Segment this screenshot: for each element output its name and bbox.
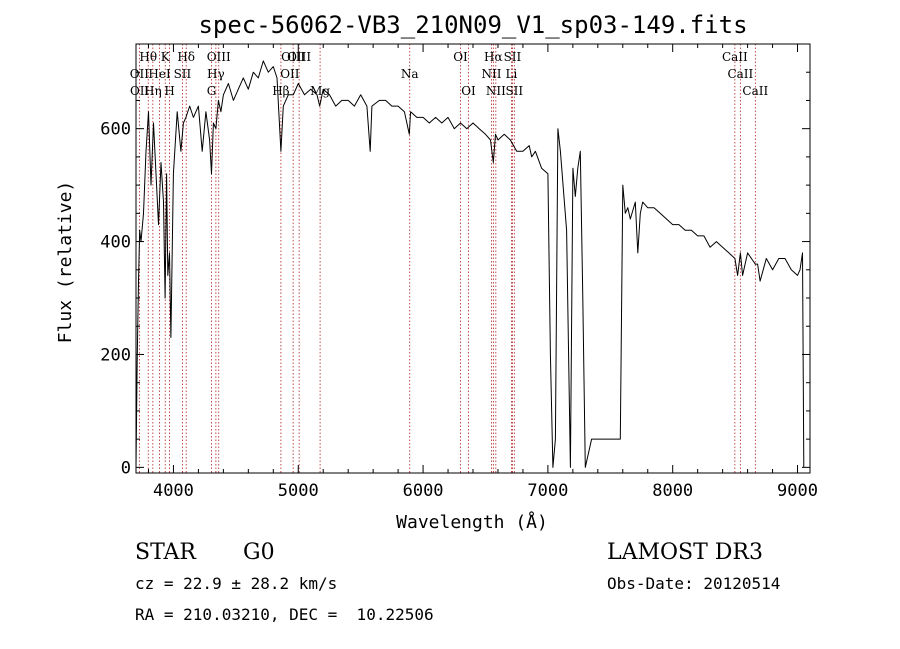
- survey-label: LAMOST DR3: [607, 540, 763, 565]
- x-tick-label: 7000: [527, 481, 568, 501]
- line-label: CaII: [722, 50, 748, 64]
- line-label: OII: [130, 84, 150, 98]
- line-label: OIII: [287, 50, 311, 64]
- line-label: Hδ: [177, 50, 195, 64]
- redshift-text: cz = 22.9 ± 28.2 km/s: [135, 574, 337, 593]
- y-tick-label: 400: [100, 233, 131, 253]
- line-label: OIII: [207, 50, 231, 64]
- line-label: Hγ: [207, 67, 225, 81]
- line-label: Li: [506, 67, 518, 81]
- subclass-label: G0: [243, 540, 275, 565]
- spectrum-line: [135, 60, 805, 468]
- line-label: Hθ: [139, 50, 157, 64]
- radec-text: RA = 210.03210, DEC = 10.22506: [135, 605, 434, 624]
- x-tick-label: 9000: [777, 481, 818, 501]
- spectrum-series: [135, 60, 805, 468]
- x-tick-label: 8000: [652, 481, 693, 501]
- x-tick-label: 5000: [278, 481, 319, 501]
- line-label: OI: [453, 50, 468, 64]
- y-tick-label: 200: [100, 345, 131, 365]
- line-label: Hβ: [272, 84, 289, 98]
- line-label: CaII: [742, 84, 768, 98]
- line-label: OII: [130, 67, 150, 81]
- line-label: OIII: [281, 50, 305, 64]
- axis-ticks: 4000 5000 6000 7000 8000 9000 0 200 400 600: [100, 44, 818, 501]
- y-axis-label: Flux (relative): [55, 181, 76, 344]
- line-label: OI: [461, 84, 476, 98]
- chart-title: spec-56062-VB3_210N09_V1_sp03-149.fits: [198, 11, 747, 39]
- line-label: SII: [174, 67, 192, 81]
- y-tick-label: 600: [100, 120, 131, 140]
- class-label: STAR: [135, 540, 197, 565]
- x-tick-label: 6000: [403, 481, 444, 501]
- obs-date-text: Obs-Date: 20120514: [607, 574, 780, 593]
- line-label: CaII: [727, 67, 753, 81]
- line-label: HeI: [148, 67, 171, 81]
- line-label: Mg: [310, 84, 330, 98]
- line-label: Hα: [484, 50, 503, 64]
- line-label: H: [164, 84, 174, 98]
- line-label: Na: [401, 67, 419, 81]
- line-label: SII: [505, 84, 523, 98]
- line-label: SII: [504, 50, 522, 64]
- line-label: K: [161, 50, 171, 64]
- line-label: Hη: [144, 84, 162, 98]
- line-label: NII: [486, 84, 506, 98]
- line-labels: HθOIIOIIHηHeIKHHδSIIOIIIHγGOIIIOIIIOIIHβ…: [130, 50, 769, 98]
- line-label: NII: [481, 67, 501, 81]
- x-axis-label: Wavelength (Å): [396, 511, 548, 533]
- y-tick-label: 0: [121, 458, 131, 478]
- line-label: OII: [280, 67, 300, 81]
- x-tick-label: 4000: [153, 481, 194, 501]
- plot-frame: [135, 43, 811, 474]
- line-label: G: [207, 84, 217, 98]
- line-markers: [138, 44, 756, 473]
